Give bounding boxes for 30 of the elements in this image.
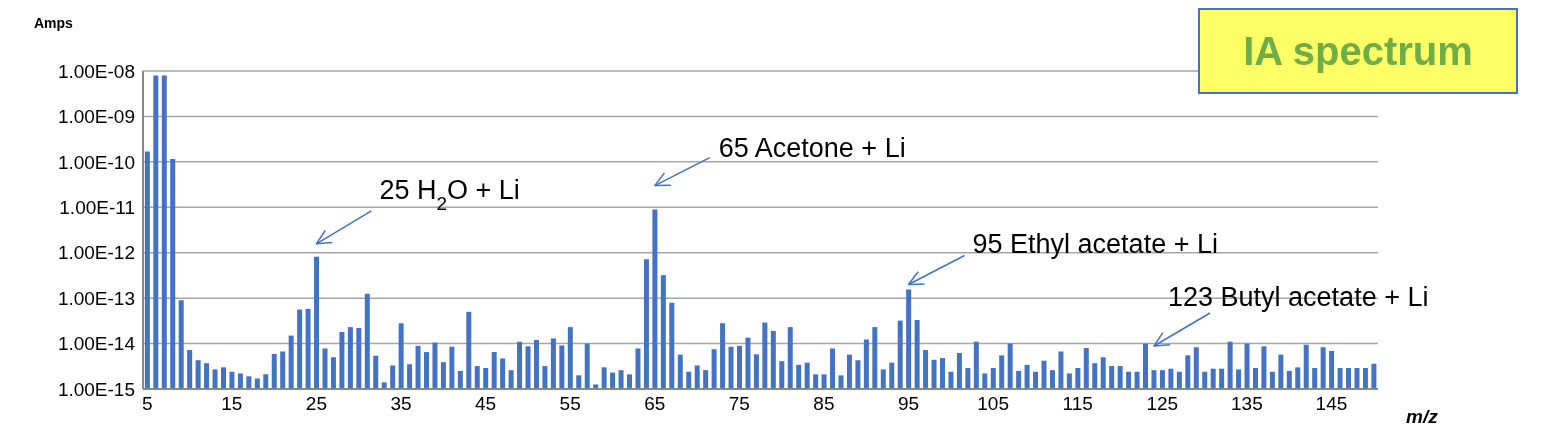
x-tick-label: 125 bbox=[1146, 393, 1179, 415]
y-axis-title: Amps bbox=[34, 15, 74, 31]
x-tick-label: 25 bbox=[305, 393, 327, 415]
x-tick-label: 115 bbox=[1062, 393, 1093, 415]
x-tick-label: 55 bbox=[559, 393, 581, 415]
y-tick-label: 1.00E-12 bbox=[57, 242, 135, 264]
x-axis-title: m/z bbox=[1406, 406, 1439, 427]
x-tick-label: 15 bbox=[221, 393, 243, 415]
x-tick-label: 45 bbox=[475, 393, 497, 415]
annotation: 65 Acetone + Li bbox=[718, 132, 906, 163]
x-tick-label: 5 bbox=[141, 393, 153, 415]
y-tick-label: 1.00E-15 bbox=[57, 378, 135, 400]
annotation: 123 Butyl acetate + Li bbox=[1168, 282, 1429, 312]
annotation: 95 Ethyl acetate + Li bbox=[972, 229, 1218, 260]
x-tick-label: 95 bbox=[897, 393, 920, 415]
y-tick-label: 1.00E-08 bbox=[57, 60, 135, 82]
annotation: 25 H$_{2}$O + Li bbox=[379, 174, 520, 214]
x-tick-label: 75 bbox=[728, 393, 750, 415]
x-tick-label: 85 bbox=[813, 393, 835, 415]
x-tick-label: 145 bbox=[1315, 393, 1348, 415]
x-tick-label: 35 bbox=[390, 393, 412, 415]
x-tick-label: 65 bbox=[644, 393, 666, 415]
y-tick-label: 1.00E-09 bbox=[57, 106, 135, 128]
x-tick-label: 135 bbox=[1231, 393, 1263, 415]
chart-title: IA spectrum bbox=[1198, 8, 1518, 94]
y-tick-label: 1.00E-11 bbox=[59, 197, 135, 219]
y-tick-label: 1.00E-14 bbox=[57, 333, 136, 355]
x-tick-label: 105 bbox=[977, 393, 1009, 415]
y-tick-label: 1.00E-13 bbox=[57, 287, 135, 309]
y-tick-label: 1.00E-10 bbox=[57, 151, 135, 173]
